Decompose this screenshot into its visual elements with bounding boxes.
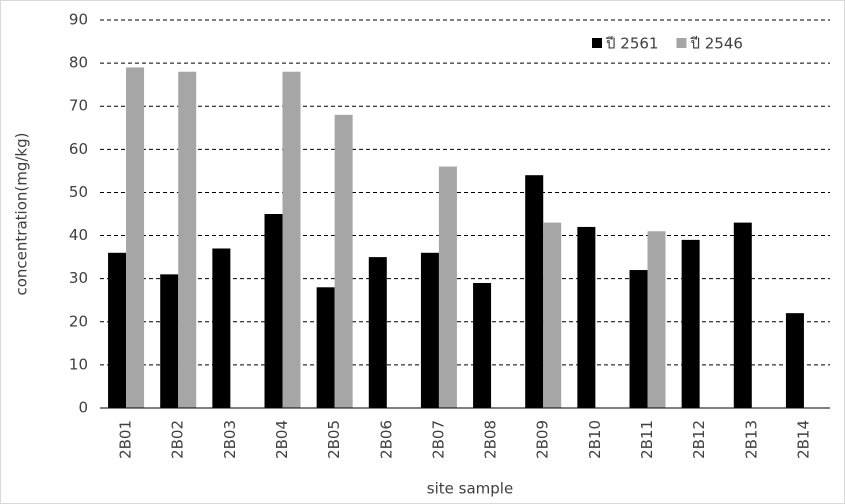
x-tick-label: 2B10 bbox=[586, 420, 604, 459]
x-axis-label: site sample bbox=[427, 480, 513, 498]
bar bbox=[420, 252, 439, 408]
bar bbox=[108, 252, 127, 408]
x-tick-label: 2B02 bbox=[169, 420, 187, 459]
bar bbox=[681, 239, 700, 408]
bar bbox=[334, 114, 353, 408]
bar bbox=[264, 214, 283, 408]
y-tick-label: 50 bbox=[69, 183, 88, 201]
bar bbox=[438, 166, 457, 408]
y-tick-label: 30 bbox=[69, 269, 88, 287]
y-tick-label: 10 bbox=[69, 355, 88, 373]
y-tick-label: 80 bbox=[69, 54, 88, 72]
legend-label: ปี 2561 bbox=[605, 35, 658, 53]
x-tick-label: 2B11 bbox=[638, 420, 656, 459]
bar bbox=[525, 175, 544, 408]
y-tick-label: 70 bbox=[69, 97, 88, 115]
x-tick-label: 2B12 bbox=[690, 420, 708, 459]
x-tick-label: 2B05 bbox=[325, 420, 343, 459]
bar bbox=[733, 222, 752, 408]
bar bbox=[178, 71, 197, 408]
legend-label: ปี 2546 bbox=[690, 35, 743, 53]
legend-swatch bbox=[592, 38, 602, 48]
x-tick-label: 2B03 bbox=[221, 420, 239, 459]
bar bbox=[473, 282, 492, 408]
bar bbox=[785, 313, 804, 408]
bar bbox=[543, 222, 562, 408]
y-tick-label: 20 bbox=[69, 312, 88, 330]
bar bbox=[647, 231, 666, 408]
x-tick-label: 2B06 bbox=[377, 420, 395, 459]
bar bbox=[160, 274, 179, 408]
legend-swatch bbox=[676, 38, 687, 48]
bar bbox=[368, 257, 387, 408]
bar bbox=[126, 67, 145, 408]
x-tick-label: 2B04 bbox=[273, 420, 291, 459]
x-tick-label: 2B08 bbox=[482, 420, 500, 459]
x-tick-label: 2B14 bbox=[794, 420, 812, 459]
x-tick-label: 2B13 bbox=[742, 420, 760, 459]
x-tick-label: 2B01 bbox=[117, 420, 135, 459]
bar bbox=[629, 270, 648, 408]
y-axis-label: concentration(mg/kg) bbox=[13, 133, 31, 296]
x-tick-label: 2B07 bbox=[429, 420, 447, 459]
bar bbox=[282, 71, 301, 408]
bar bbox=[212, 248, 231, 408]
y-tick-label: 60 bbox=[69, 140, 88, 158]
y-tick-label: 40 bbox=[69, 226, 88, 244]
x-tick-label: 2B09 bbox=[534, 420, 552, 459]
y-tick-label: 90 bbox=[69, 11, 88, 29]
bar bbox=[577, 226, 596, 408]
bar bbox=[316, 287, 335, 408]
y-tick-label: 0 bbox=[78, 399, 88, 417]
